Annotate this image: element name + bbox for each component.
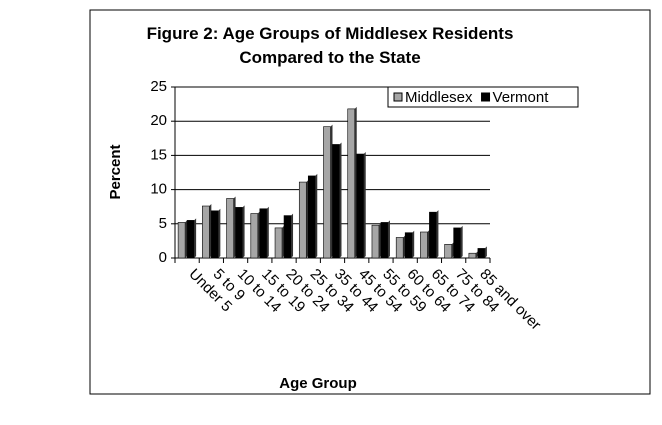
bar bbox=[380, 222, 389, 259]
legend-label: Middlesex bbox=[405, 89, 473, 106]
legend-label: Vermont bbox=[493, 89, 550, 106]
y-tick-label: 5 bbox=[159, 215, 167, 232]
bar-side bbox=[451, 242, 454, 258]
bar bbox=[371, 224, 380, 259]
bar bbox=[274, 227, 283, 259]
bar bbox=[226, 198, 234, 259]
bar-side bbox=[209, 204, 212, 258]
bar-side bbox=[282, 225, 285, 258]
bar bbox=[250, 213, 259, 259]
bar bbox=[211, 210, 219, 259]
bar bbox=[347, 108, 356, 259]
legend-swatch bbox=[393, 92, 403, 102]
bar bbox=[429, 211, 437, 259]
bar-side bbox=[427, 230, 430, 258]
bar bbox=[259, 208, 268, 259]
bar-side bbox=[194, 218, 197, 258]
y-tick-label: 0 bbox=[159, 249, 167, 266]
bar-side bbox=[291, 213, 294, 258]
bar bbox=[298, 181, 307, 259]
bar bbox=[323, 126, 331, 259]
bar bbox=[202, 205, 210, 259]
bar bbox=[477, 248, 486, 259]
bar-side bbox=[484, 246, 487, 258]
bar-side bbox=[266, 206, 269, 258]
bar-side bbox=[242, 205, 245, 258]
bar-side bbox=[412, 230, 415, 258]
bar-side bbox=[387, 220, 390, 258]
bar bbox=[395, 237, 404, 259]
bar-side bbox=[363, 152, 366, 258]
y-axis-label: Percent bbox=[107, 144, 124, 199]
bar bbox=[420, 231, 428, 259]
legend-swatch bbox=[481, 92, 491, 102]
bar-side bbox=[185, 220, 188, 258]
y-tick-label: 20 bbox=[150, 112, 167, 129]
bar-side bbox=[233, 196, 236, 258]
bar-side bbox=[475, 251, 478, 258]
y-tick-label: 15 bbox=[150, 146, 167, 163]
bar bbox=[404, 232, 413, 259]
bar-side bbox=[306, 180, 309, 258]
bar bbox=[444, 244, 452, 259]
bar-side bbox=[339, 142, 342, 258]
chart-frame bbox=[89, 9, 651, 395]
x-axis-label: Age Group bbox=[279, 375, 357, 392]
bar bbox=[177, 222, 186, 259]
bar bbox=[283, 215, 292, 259]
bar-side bbox=[315, 173, 318, 258]
bar bbox=[453, 227, 461, 259]
bar bbox=[307, 175, 316, 259]
bar bbox=[356, 153, 365, 259]
y-tick-label: 10 bbox=[150, 181, 167, 198]
y-tick-label: 25 bbox=[150, 78, 167, 95]
bar bbox=[186, 220, 195, 259]
bar-side bbox=[460, 225, 463, 258]
bar bbox=[468, 252, 477, 259]
bar bbox=[332, 144, 340, 259]
bar-side bbox=[257, 211, 260, 258]
bar-side bbox=[218, 208, 221, 258]
bar-side bbox=[330, 124, 333, 258]
bar-side bbox=[436, 210, 439, 258]
bar-side bbox=[403, 235, 406, 258]
chart-title: Figure 2: Age Groups of Middlesex Reside… bbox=[146, 24, 514, 67]
bar-side bbox=[354, 106, 357, 258]
bar bbox=[235, 207, 243, 259]
bar-side bbox=[378, 223, 381, 258]
